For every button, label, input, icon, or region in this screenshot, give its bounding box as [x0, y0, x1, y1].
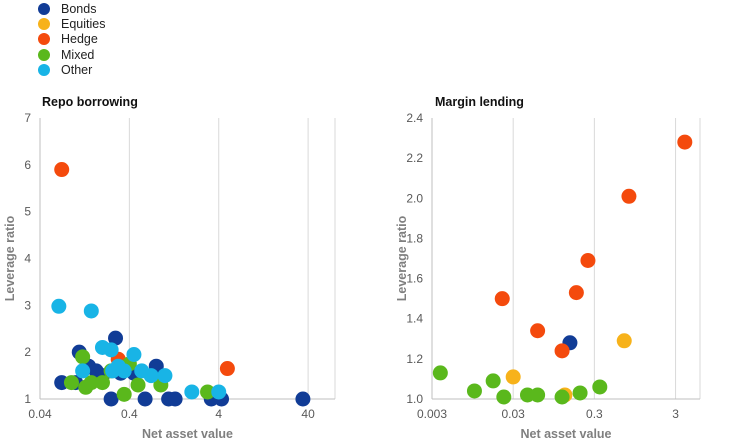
y-axis-title: Leverage ratio: [3, 215, 17, 301]
point-mixed: [530, 387, 546, 403]
x-tick-label: 40: [301, 407, 315, 421]
point-other: [126, 347, 142, 363]
x-tick-label: 3: [672, 407, 679, 421]
point-mixed: [496, 389, 512, 405]
legend: Bonds Equities Hedge Mixed Other: [38, 1, 105, 78]
y-tick-label: 2.2: [406, 151, 423, 165]
margin-lending-chart: 0.003 0.03 0.3 3 1.0 1.2 1.4 1.6 1.8 2.0 2.2 2.4 Net…: [395, 111, 701, 441]
y-tick-label: 1.6: [406, 272, 423, 286]
legend-label: Mixed: [61, 47, 95, 62]
y-tick-label: 1: [24, 392, 31, 406]
point-hedge: [677, 134, 693, 150]
point-other: [116, 363, 132, 379]
legend-marker-mixed: [38, 48, 50, 61]
point-mixed: [432, 365, 448, 381]
x-axis-title: Net asset value: [142, 427, 233, 441]
y-tick-label: 4: [24, 252, 31, 266]
x-tick-label: 0.3: [586, 407, 603, 421]
point-mixed: [592, 379, 608, 395]
y-tick-label: 1.4: [406, 312, 423, 326]
repo-borrowing-chart: 0.04 0.4 4 40 1 2 3 4 5 6 7 Net asset value Leverage…: [3, 111, 336, 441]
point-bonds: [137, 391, 153, 407]
legend-item-equities[interactable]: Equities: [38, 16, 105, 31]
point-mixed: [466, 383, 482, 399]
point-other: [75, 363, 91, 379]
legend-label: Equities: [61, 17, 106, 32]
point-hedge: [554, 343, 570, 359]
legend-item-other[interactable]: Other: [38, 63, 105, 78]
point-mixed: [94, 375, 110, 391]
point-bonds: [108, 330, 124, 346]
point-mixed: [63, 375, 79, 391]
legend-label: Bonds: [61, 1, 97, 16]
legend-label: Other: [61, 63, 93, 78]
legend-label: Hedge: [61, 32, 98, 47]
point-equities: [616, 333, 632, 349]
point-mixed: [485, 373, 501, 389]
y-tick-label: 1.0: [406, 392, 423, 406]
point-mixed: [83, 375, 99, 391]
legend-marker-other: [38, 64, 50, 77]
x-axis-title: Net asset value: [520, 427, 611, 441]
point-hedge: [219, 361, 235, 377]
legend-marker-equities: [38, 18, 50, 31]
point-bonds: [295, 391, 311, 407]
point-mixed: [130, 377, 146, 393]
point-mixed: [572, 385, 588, 401]
point-hedge: [530, 323, 546, 339]
y-axis-title: Leverage ratio: [395, 215, 409, 301]
point-mixed: [116, 386, 132, 402]
point-mixed: [200, 384, 216, 400]
point-other: [103, 342, 119, 358]
legend-item-mixed[interactable]: Mixed: [38, 47, 105, 62]
legend-item-bonds[interactable]: Bonds: [38, 1, 105, 16]
point-bonds: [103, 391, 119, 407]
x-tick-label: 4: [215, 407, 222, 421]
point-hedge: [580, 253, 596, 269]
point-other: [211, 384, 227, 400]
chart-title-repo: Repo borrowing: [42, 95, 138, 109]
point-bonds: [167, 391, 183, 407]
y-tick-label: 2: [24, 345, 31, 359]
y-tick-label: 1.2: [406, 352, 423, 366]
x-tick-label: 0.4: [121, 407, 138, 421]
point-mixed: [554, 389, 570, 405]
point-other: [143, 368, 159, 384]
x-tick-label: 0.03: [502, 407, 526, 421]
y-tick-label: 2.0: [406, 191, 423, 205]
point-hedge: [54, 162, 70, 178]
point-hedge: [494, 291, 510, 307]
y-tick-label: 6: [24, 158, 31, 172]
legend-marker-bonds: [38, 2, 50, 15]
point-other: [157, 368, 173, 384]
legend-item-hedge[interactable]: Hedge: [38, 32, 105, 47]
point-hedge: [568, 285, 584, 301]
y-tick-label: 5: [24, 205, 31, 219]
point-hedge: [621, 188, 637, 204]
y-tick-label: 2.4: [406, 111, 423, 125]
y-tick-label: 3: [24, 298, 31, 312]
point-other: [184, 384, 200, 400]
y-tick-label: 1.8: [406, 231, 423, 245]
legend-marker-hedge: [38, 33, 50, 46]
x-tick-label: 0.04: [28, 407, 52, 421]
point-equities: [505, 369, 521, 385]
x-tick-label: 0.003: [417, 407, 447, 421]
y-tick-label: 7: [24, 111, 31, 125]
chart-title-margin: Margin lending: [435, 95, 524, 109]
point-other: [83, 303, 99, 319]
point-other: [51, 298, 67, 314]
point-mixed: [75, 349, 91, 365]
